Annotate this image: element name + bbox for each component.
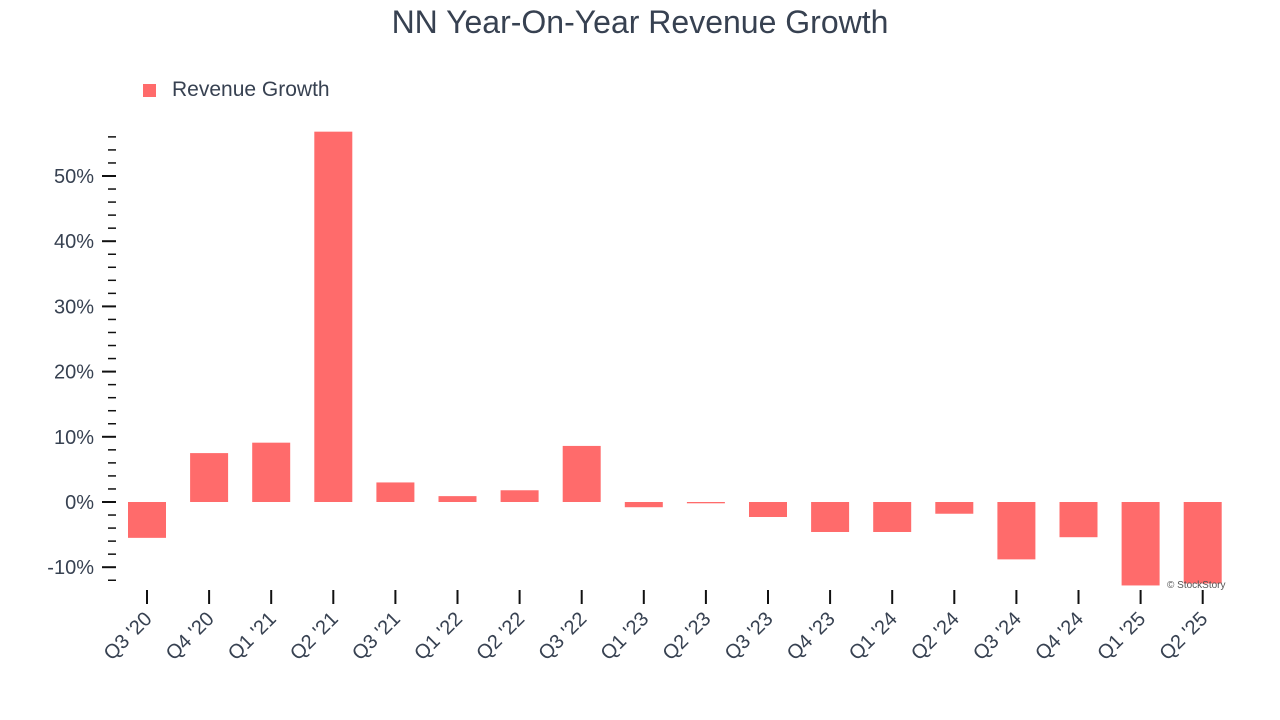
bar xyxy=(1121,502,1160,586)
y-tick-label: 40% xyxy=(54,231,94,253)
legend: Revenue Growth xyxy=(143,78,330,102)
bar xyxy=(128,502,166,538)
x-tick-label: Q3 '23 xyxy=(721,608,778,665)
x-tick-label: Q4 '24 xyxy=(1031,608,1088,665)
bar xyxy=(686,502,725,504)
bar xyxy=(997,502,1036,560)
y-tick-label: 20% xyxy=(54,362,94,384)
x-tick-label: Q3 '22 xyxy=(534,608,591,665)
bar xyxy=(1183,502,1222,584)
bar xyxy=(749,502,787,517)
y-tick-label: 0% xyxy=(65,492,94,514)
x-tick-label: Q1 '21 xyxy=(224,608,281,665)
bar xyxy=(314,131,353,502)
bar xyxy=(935,502,974,514)
x-tick-label: Q1 '24 xyxy=(845,608,902,665)
bar xyxy=(1059,502,1098,538)
x-tick-label: Q2 '22 xyxy=(472,608,529,665)
bar xyxy=(624,502,663,508)
x-tick-label: Q4 '20 xyxy=(162,608,219,665)
bar xyxy=(438,496,477,502)
x-tick-label: Q1 '22 xyxy=(410,608,467,665)
bar xyxy=(190,453,229,502)
x-tick-label: Q3 '20 xyxy=(100,608,157,665)
watermark: © StockStory xyxy=(1167,580,1226,591)
bar xyxy=(811,502,850,532)
x-tick-label: Q1 '25 xyxy=(1093,608,1150,665)
y-tick-label: 30% xyxy=(54,296,94,318)
legend-swatch-revenue-growth xyxy=(143,83,156,97)
y-tick-label: -10% xyxy=(47,557,94,579)
bar xyxy=(500,490,539,502)
bar xyxy=(252,442,291,502)
bar xyxy=(376,482,415,502)
x-tick-label: Q4 '23 xyxy=(783,608,840,665)
y-tick-label: 10% xyxy=(54,427,94,449)
x-tick-label: Q2 '25 xyxy=(1155,608,1212,665)
x-tick-label: Q1 '23 xyxy=(597,608,654,665)
legend-label-revenue-growth: Revenue Growth xyxy=(172,78,330,101)
x-tick-label: Q2 '24 xyxy=(907,608,964,665)
x-tick-label: Q3 '21 xyxy=(348,608,405,665)
x-tick-label: Q2 '23 xyxy=(659,608,716,665)
x-tick-label: Q3 '24 xyxy=(969,608,1026,665)
bar xyxy=(873,502,912,532)
chart-title: NN Year-On-Year Revenue Growth xyxy=(391,4,889,40)
y-tick-label: 50% xyxy=(54,166,94,188)
bar xyxy=(562,445,601,502)
x-tick-label: Q2 '21 xyxy=(286,608,343,665)
